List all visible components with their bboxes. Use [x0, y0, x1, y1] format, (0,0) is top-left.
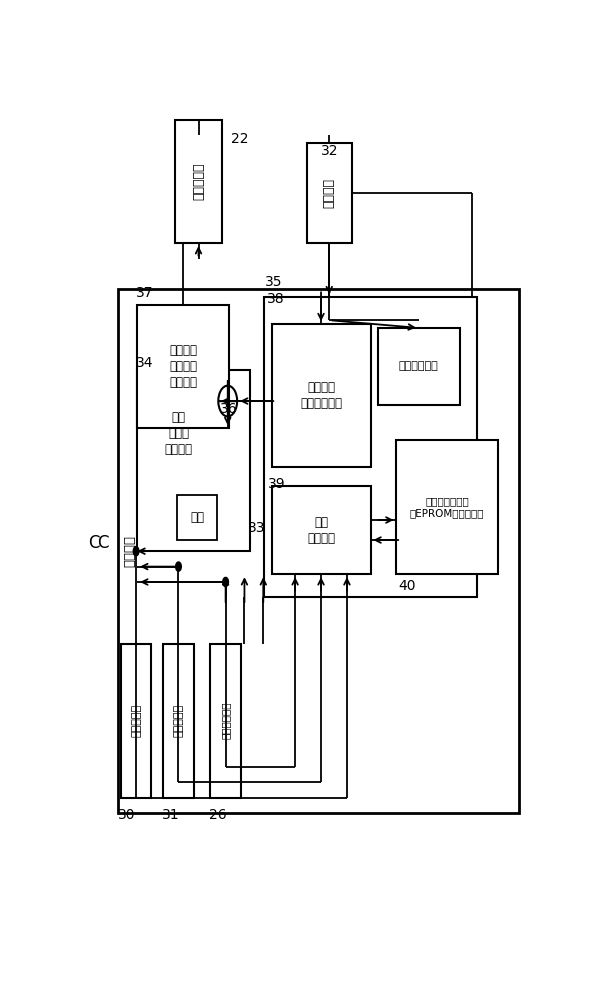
Text: 40: 40	[399, 579, 416, 593]
Bar	[210, 644, 241, 798]
Text: 34: 34	[136, 356, 154, 370]
Bar	[137, 370, 250, 551]
Bar	[272, 324, 370, 466]
Text: 31: 31	[162, 808, 179, 822]
Circle shape	[223, 577, 229, 587]
Text: 浓、稀判定部: 浓、稀判定部	[399, 361, 439, 371]
Text: 36: 36	[219, 402, 237, 416]
Bar	[175, 120, 222, 243]
Text: 33: 33	[248, 521, 266, 535]
Text: 39: 39	[268, 477, 286, 491]
Bar	[121, 644, 151, 798]
Bar	[163, 644, 194, 798]
Text: 反馈补偿
系数算出机构: 反馈补偿 系数算出机构	[300, 381, 342, 410]
Text: 37: 37	[136, 286, 154, 300]
Circle shape	[176, 562, 181, 571]
Text: 不挥发性存储部
（EPROM或闪存器）: 不挥发性存储部 （EPROM或闪存器）	[410, 496, 485, 518]
Bar	[119, 289, 519, 813]
Bar	[396, 440, 498, 574]
Text: 基本
喷射量
算出机构: 基本 喷射量 算出机构	[165, 411, 193, 456]
Text: 参数
算出机构: 参数 算出机构	[307, 516, 335, 545]
Text: 映射: 映射	[190, 511, 204, 524]
Circle shape	[133, 547, 139, 556]
Text: 32: 32	[321, 144, 339, 158]
Text: 26: 26	[209, 808, 227, 822]
Bar	[307, 143, 351, 243]
Bar	[264, 297, 477, 597]
Bar	[378, 328, 460, 405]
Bar	[137, 305, 229, 428]
Text: 30: 30	[119, 808, 136, 822]
Text: C: C	[97, 534, 109, 552]
Text: 转速传感器: 转速传感器	[131, 704, 141, 737]
Text: 38: 38	[267, 292, 285, 306]
Text: 燃料喷射阀: 燃料喷射阀	[192, 163, 205, 200]
Text: 氧传感器: 氧传感器	[323, 178, 336, 208]
Text: 35: 35	[264, 275, 282, 289]
Text: C: C	[88, 534, 100, 552]
Bar	[272, 486, 370, 574]
Text: 控制单元: 控制单元	[123, 535, 137, 567]
Text: 22: 22	[232, 132, 249, 146]
Text: 最终燃料
喷射时间
算出机构: 最终燃料 喷射时间 算出机构	[169, 344, 197, 389]
Text: 节气门传感器: 节气门传感器	[221, 702, 230, 739]
Bar	[178, 495, 217, 540]
Text: 水温传感器: 水温传感器	[173, 704, 184, 737]
